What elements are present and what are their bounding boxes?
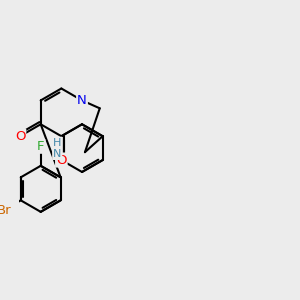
Text: N: N bbox=[77, 94, 87, 107]
Text: O: O bbox=[56, 154, 67, 166]
Text: F: F bbox=[37, 140, 44, 153]
Text: Br: Br bbox=[0, 204, 11, 217]
Text: H
N: H N bbox=[53, 137, 61, 159]
Text: O: O bbox=[15, 130, 25, 143]
